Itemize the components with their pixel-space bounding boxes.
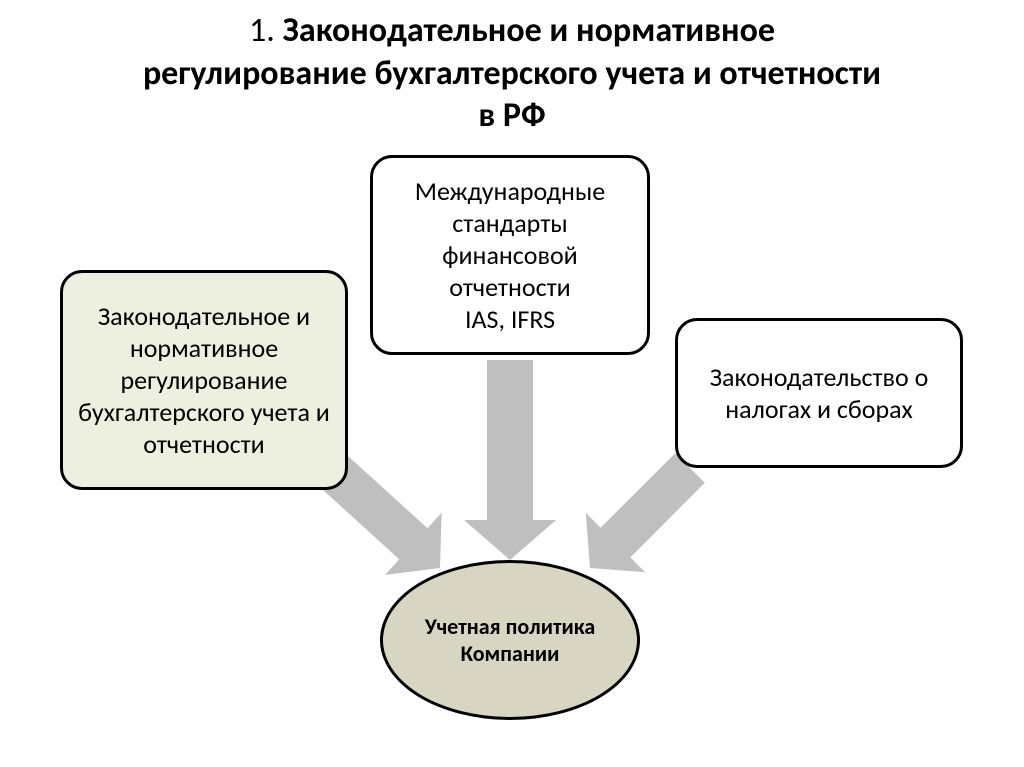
node-legislative-regulation: Законодательное и нормативное регулирова… <box>60 270 348 490</box>
node-label: Международные стандарты финансовой отчет… <box>387 175 633 335</box>
node-label: Законодательство о налогах и сборах <box>692 361 946 425</box>
node-accounting-policy: Учетная политика Компании <box>380 560 640 720</box>
diagram-canvas: 1. Законодательное и нормативноерегулиро… <box>0 0 1024 767</box>
node-international-standards: Международные стандарты финансовой отчет… <box>370 155 650 355</box>
node-label: Учетная политика Компании <box>383 613 637 667</box>
node-tax-legislation: Законодательство о налогах и сборах <box>675 318 963 468</box>
node-label: Законодательное и нормативное регулирова… <box>77 300 331 460</box>
